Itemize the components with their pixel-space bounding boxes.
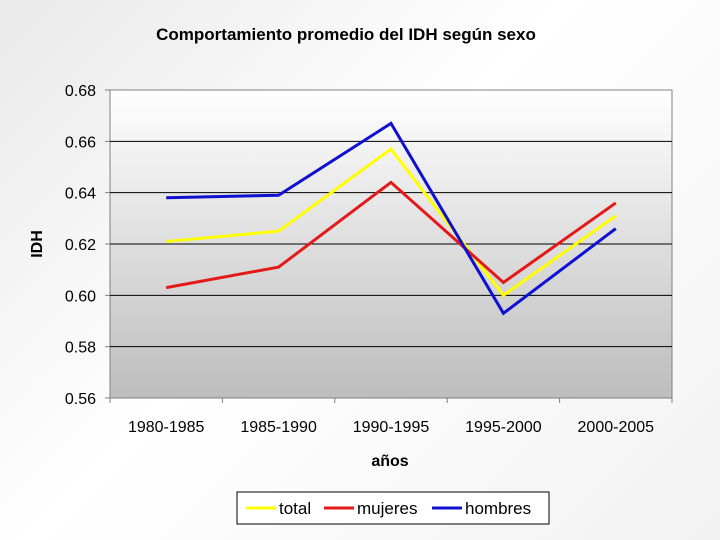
y-tick-label: 0.60 xyxy=(65,288,96,305)
y-tick-label: 0.68 xyxy=(65,83,96,100)
x-axis-label: años xyxy=(371,453,408,470)
series-line-total xyxy=(166,146,617,298)
legend-label-hombres: hombres xyxy=(465,499,531,518)
y-tick-label: 0.58 xyxy=(65,340,96,357)
x-tick-label: 2000-2005 xyxy=(578,419,655,436)
x-tick-label: 1990-1995 xyxy=(353,419,430,436)
y-tick-label: 0.64 xyxy=(65,186,96,203)
y-tick-label: 0.62 xyxy=(65,237,96,254)
x-tick-label: 1985-1990 xyxy=(240,419,317,436)
legend-label-total: total xyxy=(279,499,311,518)
y-tick-label: 0.66 xyxy=(65,134,96,151)
legend-box xyxy=(236,491,550,525)
y-axis-label: IDH xyxy=(29,230,46,258)
legend-label-mujeres: mujeres xyxy=(357,499,417,518)
y-tick-label: 0.56 xyxy=(65,391,96,408)
series-line-mujeres xyxy=(165,180,617,290)
chart-title: Comportamiento promedio del IDH según se… xyxy=(156,25,536,44)
series-line-hombres xyxy=(166,121,617,316)
x-tick-label: 1995-2000 xyxy=(465,419,542,436)
x-tick-label: 1980-1985 xyxy=(128,419,205,436)
